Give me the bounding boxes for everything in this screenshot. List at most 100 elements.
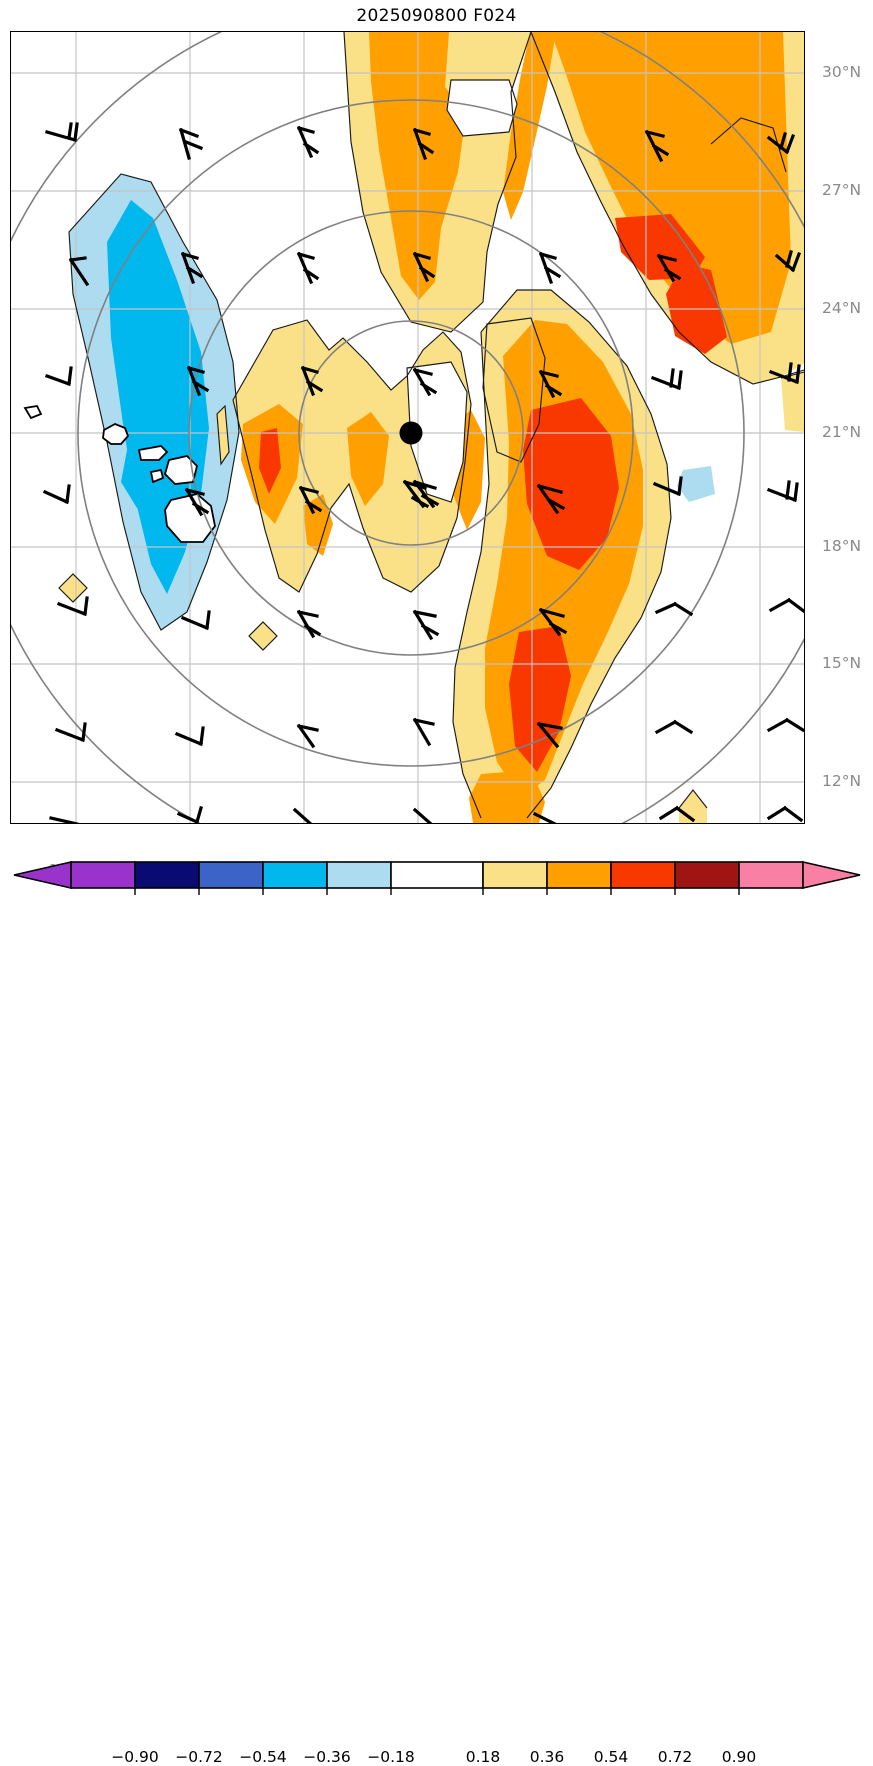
wind-barb: [766, 480, 799, 503]
island-kauai: [102, 423, 130, 445]
wind-barb: [658, 805, 696, 823]
cb-seg-5: [390, 861, 484, 889]
island-hawaii-big: [164, 493, 216, 543]
wind-barb: [412, 717, 435, 747]
storm-center-dot: [399, 421, 423, 445]
wind-barb: [45, 122, 79, 142]
colorbar-tick-label: 0.54: [593, 1748, 629, 1766]
wind-barb: [296, 723, 319, 749]
colorbar[interactable]: −0.90 −0.72 −0.54 −0.36 −0.18 0.18 0.36 …: [0, 858, 873, 1766]
colorbar-swatches: [13, 860, 861, 890]
wind-barb: [180, 251, 204, 285]
wind-barb: [652, 476, 683, 497]
range-ring-100nm: [298, 320, 524, 546]
ytick-label: 24°N: [822, 299, 862, 317]
cb-seg-10: [738, 861, 804, 889]
fill-band-054-center-w: [259, 428, 281, 494]
map-panel[interactable]: 159°W 156°W 153°W 150°W 147°W 144°W 141°…: [10, 31, 861, 879]
wind-barb: [412, 807, 433, 823]
wind-barb: [296, 251, 320, 285]
wind-barb: [296, 609, 322, 639]
colorbar-tick-label: −0.18: [367, 1748, 415, 1766]
wind-barb: [292, 807, 313, 823]
cb-seg-1: [134, 861, 200, 889]
wind-barb-field: [42, 122, 804, 823]
colorbar-tick-label: −0.36: [303, 1748, 351, 1766]
wind-barb: [536, 483, 566, 515]
ytick-label: 30°N: [822, 63, 862, 81]
cb-seg-7: [546, 861, 612, 889]
fill-band-m036-w2: [121, 442, 179, 508]
cb-seg-0: [70, 861, 136, 889]
colorbar-ticks: [134, 888, 740, 895]
wind-barb: [538, 251, 562, 285]
island-oahu: [137, 445, 169, 461]
wind-barb: [68, 256, 90, 287]
fill-band-054-ne-a: [615, 214, 705, 280]
cb-seg-6: [482, 861, 548, 889]
map-frame: [10, 31, 805, 824]
wind-barb: [766, 132, 796, 155]
island-molokai-lanai: [149, 468, 165, 484]
wind-barb: [176, 806, 203, 823]
wind-barb: [412, 127, 435, 161]
colorbar-tick-label: 0.36: [529, 1748, 565, 1766]
fill-band-m036-w: [107, 200, 209, 594]
wind-barb: [300, 365, 324, 397]
island-small-a: [23, 405, 43, 420]
fill-band-036-nc2: [503, 32, 556, 220]
wind-barb: [768, 597, 804, 614]
wind-barb: [44, 366, 73, 387]
wind-barb: [296, 125, 320, 159]
chart-title: 2025090800 F024: [356, 6, 517, 26]
fill-band-m018-e: [677, 466, 715, 502]
cb-seg-9: [674, 861, 740, 889]
colorbar-tick-label: −0.54: [239, 1748, 287, 1766]
cb-seg-8: [610, 861, 676, 889]
figure-root: 2025090800 F024: [0, 6, 873, 1766]
wind-barb: [766, 805, 804, 823]
ytick-label: 15°N: [822, 654, 862, 672]
wind-barb: [402, 479, 430, 509]
fill-band-white-hole-c: [407, 362, 467, 502]
ytick-label: 21°N: [822, 423, 862, 441]
wind-barb: [538, 369, 563, 399]
wind-barb: [774, 250, 802, 273]
colorbar-tick-label: 0.90: [721, 1748, 757, 1766]
cb-extend-low: [13, 860, 72, 890]
fill-diamond-sw-a: [59, 574, 87, 602]
wind-barb: [650, 368, 683, 391]
wind-barb: [412, 251, 436, 283]
wind-barb: [768, 362, 801, 385]
colorbar-tick-label: −0.72: [175, 1748, 223, 1766]
fill-band-036-center-a: [347, 412, 389, 506]
colorbar-tick-label: 0.18: [465, 1748, 501, 1766]
wind-barb: [538, 607, 568, 637]
cb-extend-high: [802, 860, 861, 890]
coastline-hawaii: [23, 405, 216, 543]
wind-barb: [174, 726, 205, 747]
fill-diamond-sw-b: [249, 622, 277, 650]
fill-band-054-e: [523, 398, 619, 570]
wind-barb: [532, 811, 557, 823]
ytick-label: 12°N: [822, 772, 862, 790]
wind-barb: [412, 609, 440, 641]
cb-seg-3: [262, 861, 328, 889]
colorbar-canvas: [13, 860, 861, 895]
island-maui: [163, 455, 198, 485]
wind-barb: [186, 365, 210, 397]
fill-band-054-e2: [509, 626, 571, 772]
fill-band-018-far-e: [781, 372, 804, 432]
wind-barb: [180, 610, 211, 631]
ytick-label: 27°N: [822, 181, 862, 199]
wind-barb: [184, 487, 210, 517]
wind-barb: [178, 127, 204, 160]
wind-barb: [654, 719, 694, 735]
range-ring-200nm: [188, 210, 634, 656]
colorbar-tick-label: −0.90: [111, 1748, 159, 1766]
range-ring-300nm: [77, 99, 745, 767]
cb-seg-4: [326, 861, 392, 889]
wind-barb: [656, 253, 682, 283]
wind-barb: [412, 367, 438, 397]
wind-barb: [49, 816, 79, 823]
